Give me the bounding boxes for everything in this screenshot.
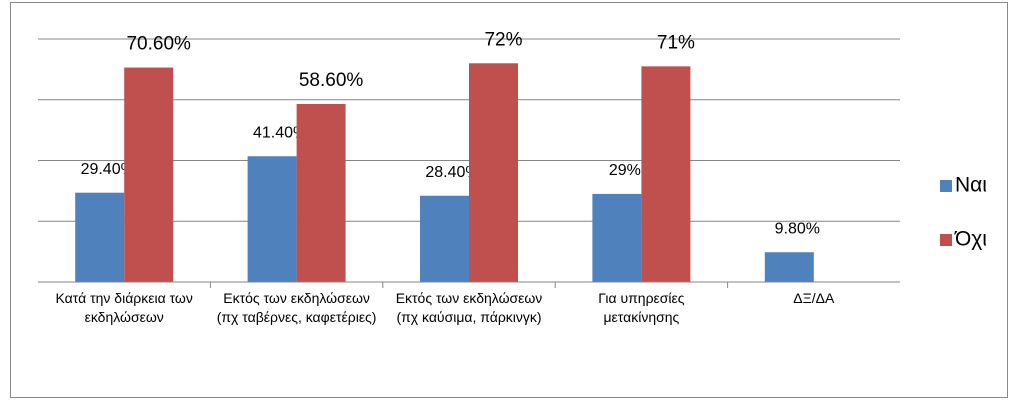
bar (592, 193, 642, 282)
bar (469, 63, 518, 282)
legend-label: Όχι (954, 228, 987, 251)
bar (641, 66, 691, 283)
bar (247, 156, 297, 282)
x-tick-label: Για υπηρεσίες μετακίνησης (598, 290, 685, 325)
legend-swatch (940, 180, 952, 192)
data-label: 9.80% (775, 220, 820, 237)
bar (75, 192, 125, 282)
data-label: 29% (609, 162, 641, 179)
bar (764, 252, 814, 282)
x-tick-label: Κατά την διάρκεια των εκδηλώσεων (55, 290, 193, 325)
legend-swatch (940, 234, 952, 246)
x-tick-label: ΔΞ/ΔΑ (793, 290, 835, 306)
bar (420, 195, 469, 282)
data-label: 41.40% (253, 124, 307, 141)
x-tick-label: Εκτός των εκδηλώσεων (πχ ταβέρνες, καφετ… (216, 290, 377, 325)
bar (124, 67, 174, 283)
data-label: 70.60% (126, 34, 191, 55)
chart-border (10, 2, 1008, 398)
legend-label: Ναι (955, 174, 987, 197)
data-label: 71% (657, 32, 695, 53)
data-label: 29.40% (81, 161, 135, 178)
x-tick-label: Εκτός των εκδηλώσεων (πχ καύσιμα, πάρκιν… (395, 290, 543, 325)
data-label: 58.60% (299, 70, 364, 91)
data-label: 28.40% (425, 164, 479, 181)
data-label: 72% (484, 29, 522, 50)
bar (296, 104, 346, 282)
